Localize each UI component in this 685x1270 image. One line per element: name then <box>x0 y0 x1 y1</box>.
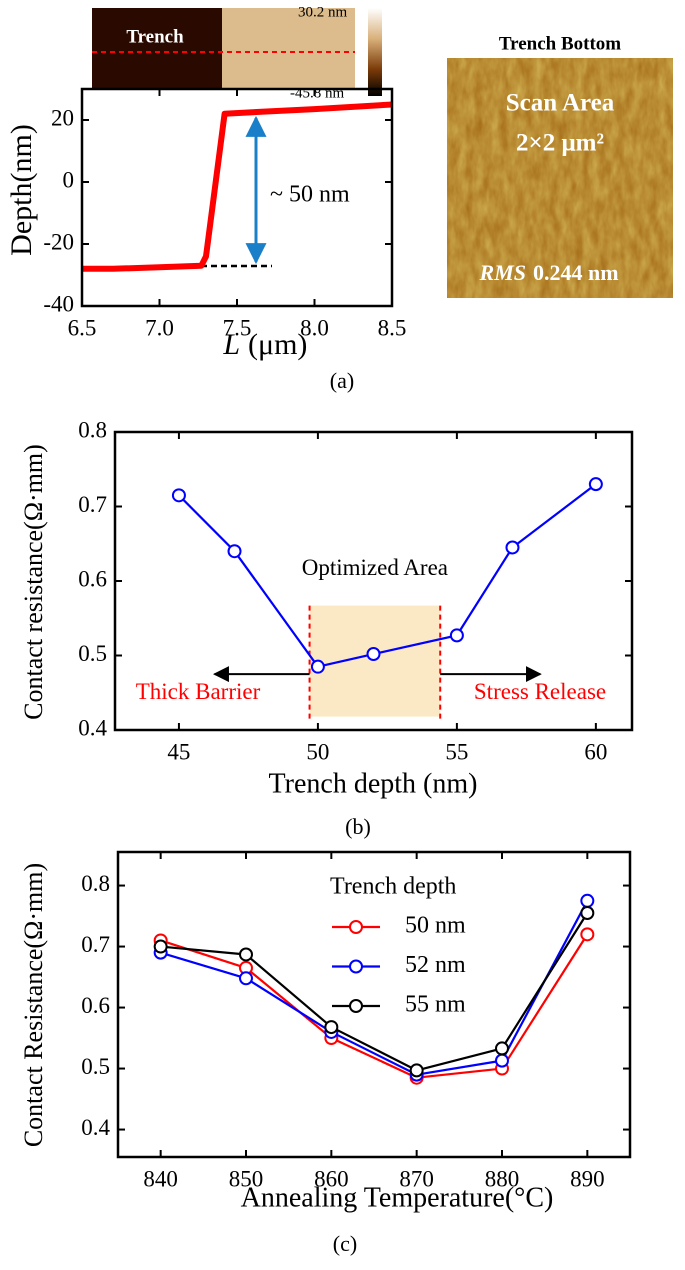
x-tick-label: 60 <box>584 739 607 764</box>
data-point <box>153 939 168 954</box>
legend-marker <box>349 999 363 1013</box>
legend-label: 50 nm <box>405 913 466 939</box>
y-tick-label: 0.5 <box>78 641 107 666</box>
data-point <box>495 1053 509 1068</box>
x-tick-label: 860 <box>314 1166 349 1191</box>
data-point <box>239 947 253 962</box>
y-tick-label: 20 <box>51 105 74 130</box>
data-point <box>324 1020 339 1035</box>
series-line <box>160 912 589 1072</box>
caption: (b) <box>345 814 371 839</box>
afm-title: Trench Bottom <box>499 33 621 54</box>
x-tick-label: 8.0 <box>300 315 329 340</box>
y-tick-label: 0.6 <box>78 566 107 591</box>
y-tick-label: 0 <box>63 167 75 192</box>
legend-label: 55 nm <box>405 992 466 1018</box>
y-tick-label: 0.4 <box>81 1115 110 1140</box>
data-point <box>505 540 520 555</box>
y-tick-label: 0.6 <box>81 993 110 1018</box>
y-tick-label: 0.8 <box>78 417 107 442</box>
x-tick-label: 45 <box>167 739 190 764</box>
annotation: Stress Release <box>474 679 606 704</box>
afm-text: 2×2 μm² <box>516 130 604 157</box>
annotation: Thick Barrier <box>136 679 261 704</box>
y-tick-label: 0.7 <box>81 932 110 957</box>
x-tick-label: 850 <box>229 1166 264 1191</box>
x-axis-unit: (μm) <box>248 328 307 361</box>
caption: (a) <box>330 368 354 393</box>
x-tick-label: 7.5 <box>223 315 252 340</box>
afm-panel: Trench Bottom Scan Area 2×2 μm² RMS 0.24… <box>447 33 673 298</box>
rms-label: RMS <box>479 260 526 285</box>
y-axis-label: Contact Resistance(Ω·mm) <box>19 863 48 1147</box>
y-tick-label: 0.8 <box>81 871 110 896</box>
x-tick-label: 50 <box>306 739 329 764</box>
colorbar-max: 30.2 nm <box>298 4 348 20</box>
x-axis-label: Trench depth (nm) <box>269 768 478 799</box>
y-axis-label: Depth(nm) <box>5 124 38 256</box>
inset-image: Trench 30.2 nm -45.8 nm <box>92 4 382 101</box>
y-tick-label: 0.5 <box>81 1054 110 1079</box>
inset-label: Trench <box>126 26 184 47</box>
legend-marker <box>349 959 363 974</box>
series-line <box>82 101 393 272</box>
x-tick-label: 7.0 <box>145 315 174 340</box>
x-tick-label: 840 <box>143 1166 178 1191</box>
trench-region <box>92 8 222 88</box>
data-point <box>449 628 464 643</box>
plot-frame <box>116 850 632 1159</box>
annotation: ~ 50 nm <box>270 182 350 208</box>
data-point <box>495 1041 509 1056</box>
plateau-region <box>222 8 355 88</box>
data-point <box>588 477 603 492</box>
data-point <box>239 971 253 986</box>
data-point <box>580 906 595 920</box>
data-point <box>580 927 595 942</box>
legend-label: 52 nm <box>405 952 466 978</box>
data-point <box>171 488 186 503</box>
x-tick-label: 8.5 <box>378 315 407 340</box>
data-point <box>310 659 325 674</box>
x-tick-label: 890 <box>570 1166 605 1191</box>
y-axis-label: Contact resistance(Ω·mm) <box>19 444 48 720</box>
data-point <box>409 1063 424 1078</box>
annotation: Optimized Area <box>302 555 448 580</box>
data-point <box>366 647 381 662</box>
afm-text: Scan Area <box>506 90 615 117</box>
x-tick-label: 870 <box>399 1166 434 1191</box>
x-axis-symbol: L <box>222 328 240 361</box>
data-point <box>227 544 242 559</box>
afm-texture <box>447 58 673 298</box>
rms-value: 0.244 nm <box>533 260 619 285</box>
y-tick-label: 0.4 <box>78 715 107 740</box>
series-line <box>160 900 589 1076</box>
legend-title: Trench depth <box>330 874 456 900</box>
data-point <box>580 893 595 908</box>
x-tick-label: 55 <box>445 739 468 764</box>
highlight-region <box>309 605 441 717</box>
series-line <box>160 933 589 1079</box>
colorbar <box>368 8 382 96</box>
y-tick-label: -20 <box>43 229 74 254</box>
x-tick-label: 880 <box>485 1166 520 1191</box>
caption: (c) <box>333 1231 357 1256</box>
y-tick-label: 0.7 <box>78 492 107 517</box>
x-axis-label: Annealing Temperature(°C) <box>241 1182 554 1213</box>
legend-marker <box>349 920 363 934</box>
x-tick-label: 6.5 <box>68 315 97 340</box>
y-tick-label: -40 <box>43 291 74 316</box>
